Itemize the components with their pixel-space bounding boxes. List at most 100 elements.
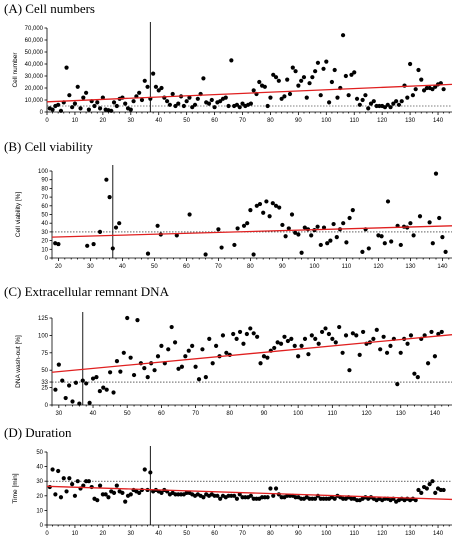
x-tick-label: 90 [295, 118, 302, 124]
x-tick-label: 110 [342, 264, 352, 270]
data-point [319, 329, 325, 335]
data-point [360, 97, 365, 103]
data-point [321, 66, 326, 71]
data-point [169, 324, 174, 330]
data-point [190, 343, 195, 348]
y-tick-label: 80 [41, 186, 48, 192]
data-point [203, 375, 208, 380]
data-point [379, 234, 384, 239]
data-point [95, 498, 100, 503]
x-tick-label: 100 [321, 531, 332, 537]
data-point [148, 470, 153, 475]
x-tick-label: 50 [124, 411, 131, 417]
data-point [354, 96, 360, 101]
data-point [114, 483, 119, 488]
data-point [285, 77, 290, 82]
data-point [357, 352, 362, 357]
y-tick-label: 40 [36, 465, 43, 471]
data-point [206, 101, 212, 106]
data-point [187, 212, 192, 217]
data-point [91, 241, 96, 247]
y-tick-label: 70,000 [25, 26, 44, 32]
data-point [72, 101, 78, 106]
x-tick-label: 30 [55, 411, 62, 417]
data-point [97, 388, 102, 394]
trend-line [51, 225, 453, 238]
data-point [349, 72, 354, 77]
data-point [201, 495, 206, 500]
x-tick-label: 140 [433, 118, 444, 124]
data-point [209, 97, 214, 103]
y-axis-label: Time [min] [12, 473, 19, 503]
y-tick-label: 100 [38, 333, 49, 339]
data-point [153, 84, 159, 89]
data-point [117, 221, 122, 226]
data-point [174, 233, 179, 238]
x-tick-label: 40 [155, 531, 162, 537]
data-point [104, 177, 109, 182]
data-point [277, 205, 282, 210]
data-point [97, 483, 103, 488]
x-tick-label: 30 [127, 118, 134, 124]
data-point [309, 333, 314, 338]
data-point [289, 336, 294, 341]
data-point [385, 199, 391, 204]
y-tick-label: 0 [45, 256, 49, 262]
data-point [53, 241, 58, 246]
data-point [333, 340, 338, 345]
x-tick-label: 20 [55, 264, 62, 270]
y-axis-label: Cell viability [%] [15, 192, 22, 238]
data-point [293, 69, 298, 74]
y-tick-label: 25 [41, 386, 48, 392]
data-point [214, 343, 219, 348]
data-point [56, 102, 61, 107]
x-tick-label: 70 [215, 264, 222, 270]
data-point [218, 99, 223, 104]
data-point [125, 315, 130, 321]
data-point [350, 331, 355, 336]
data-point [179, 364, 185, 369]
data-point [186, 348, 191, 353]
data-point [111, 490, 117, 495]
data-point [268, 486, 273, 491]
data-point [283, 234, 288, 239]
y-tick-label: 70 [41, 195, 48, 201]
data-point [255, 334, 260, 339]
data-point [296, 232, 301, 237]
data-point [137, 490, 142, 495]
data-point [357, 102, 362, 107]
data-point [244, 331, 249, 337]
data-point [307, 81, 312, 86]
data-point [408, 221, 413, 226]
data-point [257, 201, 263, 207]
data-point [193, 364, 198, 369]
data-point [352, 70, 357, 75]
trend-line [46, 485, 453, 501]
y-tick-label: 0 [40, 523, 44, 529]
x-tick-label: 20 [100, 531, 107, 537]
x-tick-label: 20 [100, 118, 107, 124]
data-point [159, 85, 164, 91]
data-point [224, 350, 229, 355]
data-point [123, 101, 128, 106]
y-tick-label: 30,000 [25, 74, 44, 80]
data-point [433, 490, 438, 495]
data-point [128, 355, 133, 360]
data-point [75, 84, 80, 89]
data-point [100, 95, 105, 100]
x-tick-label: 120 [373, 264, 384, 270]
data-point [394, 99, 399, 104]
data-point [254, 203, 259, 208]
data-point [326, 331, 332, 337]
data-point [296, 354, 301, 359]
y-tick-label: 50 [36, 450, 43, 456]
data-point [107, 195, 112, 200]
data-point [309, 233, 314, 238]
data-point [251, 331, 256, 336]
x-tick-label: 10 [72, 118, 79, 124]
data-point [170, 91, 175, 97]
data-point [437, 215, 442, 221]
x-tick-label: 120 [362, 411, 373, 417]
data-point [340, 33, 346, 38]
